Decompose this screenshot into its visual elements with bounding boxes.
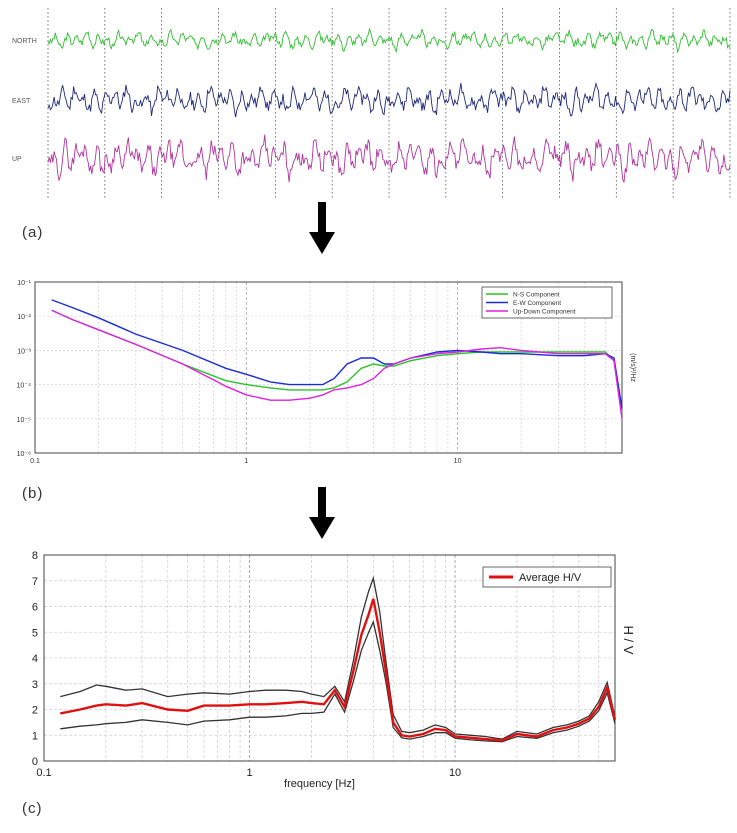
x-tick-label: 10 (449, 767, 461, 779)
legend-label: N-S Component (513, 292, 560, 299)
spectra-panel: 10⁻⁶ 10⁻⁵ 10⁻⁴ 10⁻³ 10⁻² 10⁻¹ 0.1 1 10 (m/s)²/Hz N… (17, 280, 637, 465)
x-tick-label: 0.1 (36, 767, 51, 779)
seismogram-panel: NORTH EAST UP (12, 8, 731, 198)
channel-label-east: EAST (12, 98, 31, 105)
panel-label-b: (b) (22, 485, 44, 502)
legend-label: Up-Down Component (513, 309, 576, 316)
y-tick-label: 2 (32, 705, 38, 717)
y-tick-label: 10⁻¹ (17, 280, 31, 287)
channel-label-up: UP (12, 156, 22, 163)
plot-frame (43, 554, 616, 762)
y-tick-label: 10⁻⁴ (17, 383, 32, 390)
y-tick-label: 1 (32, 730, 38, 742)
y-tick-label: 6 (32, 602, 38, 614)
trace-up (47, 134, 731, 183)
y-tick-label: 5 (32, 627, 38, 639)
std-bound-line (60, 619, 616, 743)
x-tick-label: 0.1 (30, 458, 40, 465)
x-tick-label: 10 (454, 458, 462, 465)
y-axis-label: (m/s)²/Hz (629, 353, 636, 382)
y-tick-label: 3 (32, 679, 38, 691)
panel-label-c: (c) (22, 800, 43, 817)
y-tick-label: 10⁻³ (17, 348, 31, 355)
down-arrow-icon (309, 487, 335, 539)
std-bound-line (60, 575, 616, 740)
x-tick-label: 1 (246, 767, 252, 779)
down-arrow-icon (309, 202, 335, 254)
y-tick-label: 10⁻⁵ (17, 417, 31, 424)
legend-label: Average H/V (519, 572, 582, 584)
y-tick-label: 10⁻² (17, 314, 31, 321)
channel-label-north: NORTH (12, 38, 37, 45)
trace-east (47, 81, 731, 118)
x-axis-label: frequency [Hz] (284, 778, 355, 790)
series-line (51, 309, 623, 419)
x-tick-label: 1 (244, 458, 248, 465)
hv-panel: 0 1 2 3 4 5 6 7 8 0.1 1 10 frequency [Hz] H / V Averag… (32, 550, 636, 790)
trace-north (47, 27, 731, 54)
panel-label-a: (a) (22, 224, 44, 241)
y-tick-label: 4 (32, 653, 38, 665)
legend-box (482, 566, 612, 588)
average-hv-line (60, 598, 617, 742)
legend-label: E-W Component (513, 300, 561, 307)
y-tick-label: 10⁻⁶ (17, 451, 31, 458)
y-axis-label: H / V (621, 626, 636, 655)
y-tick-label: 0 (32, 756, 38, 768)
plot-frame (34, 281, 623, 454)
series-line (51, 299, 623, 409)
y-tick-label: 7 (32, 576, 38, 588)
y-tick-label: 8 (32, 550, 38, 562)
